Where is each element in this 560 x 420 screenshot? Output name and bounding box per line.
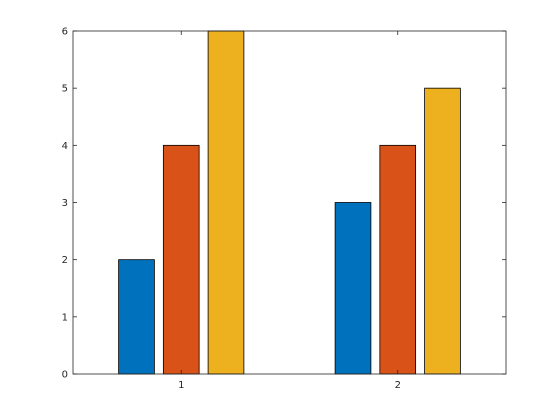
bar bbox=[424, 87, 461, 375]
y-tick-label: 6 bbox=[62, 27, 68, 38]
y-tick-label: 5 bbox=[62, 84, 68, 95]
y-tick-label: 3 bbox=[62, 198, 68, 209]
bar bbox=[118, 259, 155, 375]
x-tick-label: 2 bbox=[395, 380, 401, 391]
bars-layer bbox=[118, 30, 461, 375]
y-tick-label: 1 bbox=[62, 312, 68, 323]
y-tick-label: 0 bbox=[62, 370, 68, 381]
axes-box bbox=[72, 30, 507, 375]
y-tick-label: 4 bbox=[62, 141, 68, 152]
bar bbox=[207, 30, 245, 375]
bar bbox=[379, 144, 417, 375]
labels-layer: 0 1 2 3 4 5 6 1 2 bbox=[62, 27, 401, 392]
bar bbox=[334, 202, 372, 375]
y-tick-label: 2 bbox=[62, 255, 68, 266]
bar bbox=[162, 144, 200, 375]
x-tick-label: 1 bbox=[178, 380, 184, 391]
